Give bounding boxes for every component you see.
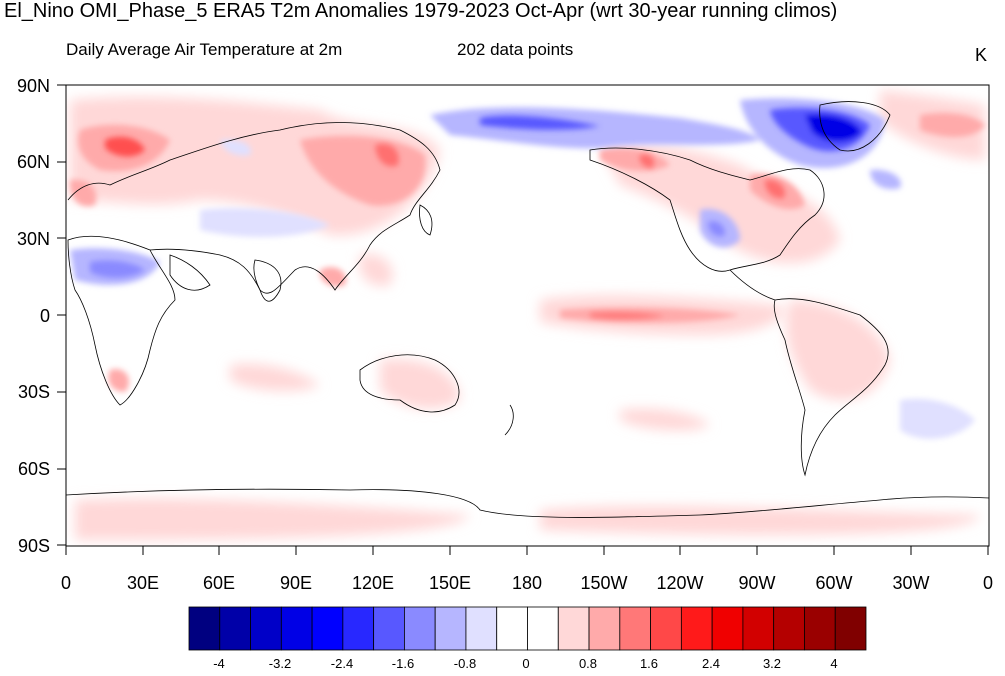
colorbar-box [804, 606, 836, 651]
colorbar-box [280, 606, 313, 651]
colorbar-box [773, 606, 805, 651]
colorbar-label-neg3-2: -3.2 [268, 656, 292, 671]
units-label: K [975, 45, 988, 65]
lon-label-150e: 150E [428, 573, 472, 593]
colorbar-label-neg1-6: -1.6 [391, 656, 415, 671]
central-america-coast [729, 269, 776, 301]
variable-subtitle: Daily Average Air Temperature at 2m [66, 40, 343, 59]
colorbar-label-neg2-4: -2.4 [330, 656, 354, 671]
colorbar-box [527, 606, 559, 651]
north-america-coast [589, 147, 825, 272]
colorbar-label-1-6: 1.6 [639, 656, 659, 671]
colorbar-box [557, 606, 590, 651]
australia-coast [359, 354, 460, 413]
colorbar-box [465, 606, 498, 651]
lon-label-60e: 60E [202, 573, 236, 593]
colorbar-label-3-2: 3.2 [762, 656, 782, 671]
map-title: El_Nino OMI_Phase_5 ERA5 T2m Anomalies 1… [4, 0, 838, 22]
data-points-subtitle: 202 data points [457, 40, 574, 59]
colorbar-box [373, 606, 405, 651]
lat-label-90s: 90S [17, 536, 50, 556]
colorbar-box [342, 606, 375, 651]
lat-label-30s: 30S [17, 382, 50, 402]
lon-label-120w: 120W [656, 573, 704, 593]
colorbar-box [250, 606, 282, 651]
antarctica-coast [66, 488, 989, 518]
new-zealand-coast [504, 404, 514, 436]
colorbar-box [834, 606, 867, 651]
south-america-coast [773, 298, 889, 477]
japan-coast [419, 204, 433, 236]
colorbar-box [404, 606, 436, 651]
lon-label-90e: 90E [279, 573, 313, 593]
lon-label-60w: 60W [815, 573, 853, 593]
lon-label-150w: 150W [580, 573, 628, 593]
colorbar-box [188, 606, 221, 651]
strong-warm-anomaly-regions [105, 136, 785, 320]
colorbar-box [619, 606, 651, 651]
lat-label-60s: 60S [17, 459, 50, 479]
lon-label-180: 180 [511, 573, 543, 593]
lon-label-30e: 30E [126, 573, 160, 593]
lon-label-0: 0 [60, 573, 71, 593]
colorbar-box [588, 606, 621, 651]
coastlines [66, 101, 989, 518]
colorbar-box [742, 606, 775, 651]
colorbar-label-2-4: 2.4 [701, 656, 721, 671]
colorbar [188, 606, 867, 651]
lat-label-90n: 90N [16, 76, 50, 96]
colorbar-label-0: 0 [522, 656, 530, 671]
colorbar-box [650, 606, 682, 651]
colorbar-box [680, 606, 713, 651]
axis-ticks [57, 84, 989, 555]
lon-label-120e: 120E [351, 573, 395, 593]
india-coast [253, 259, 282, 302]
colorbar-label-0-8: 0.8 [578, 656, 598, 671]
arabia-coast [169, 254, 211, 291]
colorbar-label-4: 4 [830, 656, 838, 671]
anomaly-field [66, 85, 989, 546]
colorbar-box [311, 606, 344, 651]
lat-label-60n: 60N [16, 152, 50, 172]
colorbar-label-neg4: -4 [213, 656, 225, 671]
lon-label-90w: 90W [738, 573, 776, 593]
colorbar-box [219, 606, 251, 651]
colorbar-label-neg0-8: -0.8 [453, 656, 477, 671]
lon-label-360: 0 [982, 573, 993, 593]
greenland-coast [819, 101, 891, 152]
strong-cool-anomaly-regions [90, 107, 870, 278]
colorbar-box [711, 606, 744, 651]
colorbar-box [434, 606, 467, 651]
lat-label-eq: 0 [39, 306, 50, 326]
lon-label-30w: 30W [892, 573, 930, 593]
lat-label-30n: 30N [16, 229, 50, 249]
colorbar-box [496, 606, 528, 651]
